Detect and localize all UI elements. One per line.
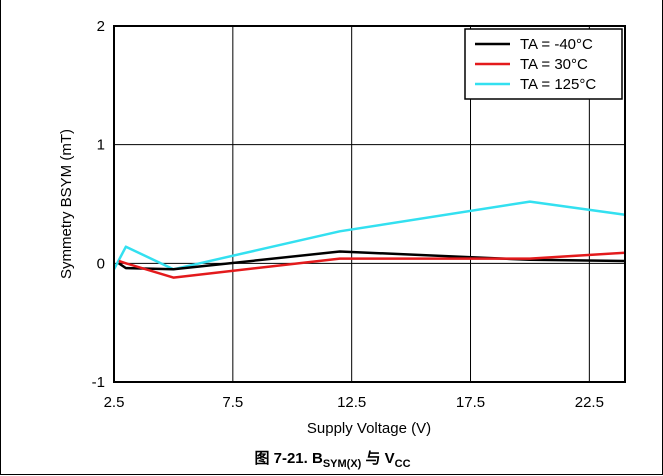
- caption-middle: 与 V: [361, 450, 395, 467]
- series-line-1: [118, 250, 626, 271]
- legend-label: TA = 125°C: [520, 76, 596, 93]
- series-line-3: [112, 200, 626, 271]
- legend-label: TA = 30°C: [520, 56, 588, 73]
- y-tick-label: -1: [92, 374, 105, 391]
- legend-label: TA = -40°C: [520, 36, 593, 53]
- y-tick-label: 1: [97, 137, 105, 154]
- legend: TA = -40°C TA = 30°C TA = 125°C: [464, 28, 623, 100]
- y-tick-labels: -1 0 1 2: [92, 18, 105, 391]
- series-lines: [112, 200, 626, 279]
- y-tick-label: 2: [97, 18, 105, 35]
- caption-prefix: 图 7-21. B: [254, 450, 323, 467]
- x-tick-label: 17.5: [456, 394, 485, 411]
- figure-caption: 图 7-21. BSYM(X) 与 VCC: [1, 447, 663, 470]
- x-tick-label: 12.5: [337, 394, 366, 411]
- x-tick-label: 7.5: [222, 394, 243, 411]
- caption-sub-cc: CC: [394, 458, 411, 470]
- y-axis-label: Symmetry BSYM (mT): [58, 129, 75, 279]
- x-tick-label: 2.5: [104, 394, 125, 411]
- y-tick-label: 0: [97, 255, 105, 272]
- x-axis-label: Supply Voltage (V): [307, 420, 431, 437]
- caption-sub-sym: SYM(X): [322, 458, 362, 470]
- x-tick-label: 22.5: [575, 394, 604, 411]
- x-tick-labels: 2.5 7.5 12.5 17.5 22.5: [104, 394, 604, 411]
- series-line-2: [118, 251, 626, 279]
- plot-area-border: [113, 25, 626, 383]
